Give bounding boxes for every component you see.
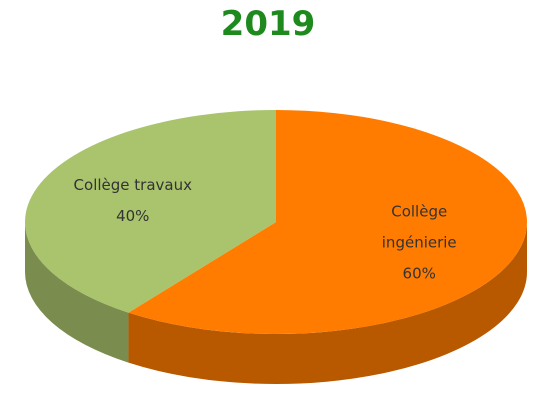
value-label: 40% — [116, 207, 150, 226]
chart-title: 2019 — [220, 4, 316, 44]
value-label: 60% — [402, 264, 436, 283]
pie-side — [25, 222, 129, 363]
pie-side — [128, 222, 528, 385]
pie-slice — [128, 110, 528, 334]
data-label: Collège ingénierie 60% — [364, 196, 474, 289]
category-label: Collège travaux — [73, 176, 192, 195]
category-label: Collège ingénierie — [381, 202, 457, 252]
pie-slice — [24, 110, 277, 313]
data-label: Collège travaux 40% — [48, 170, 218, 232]
